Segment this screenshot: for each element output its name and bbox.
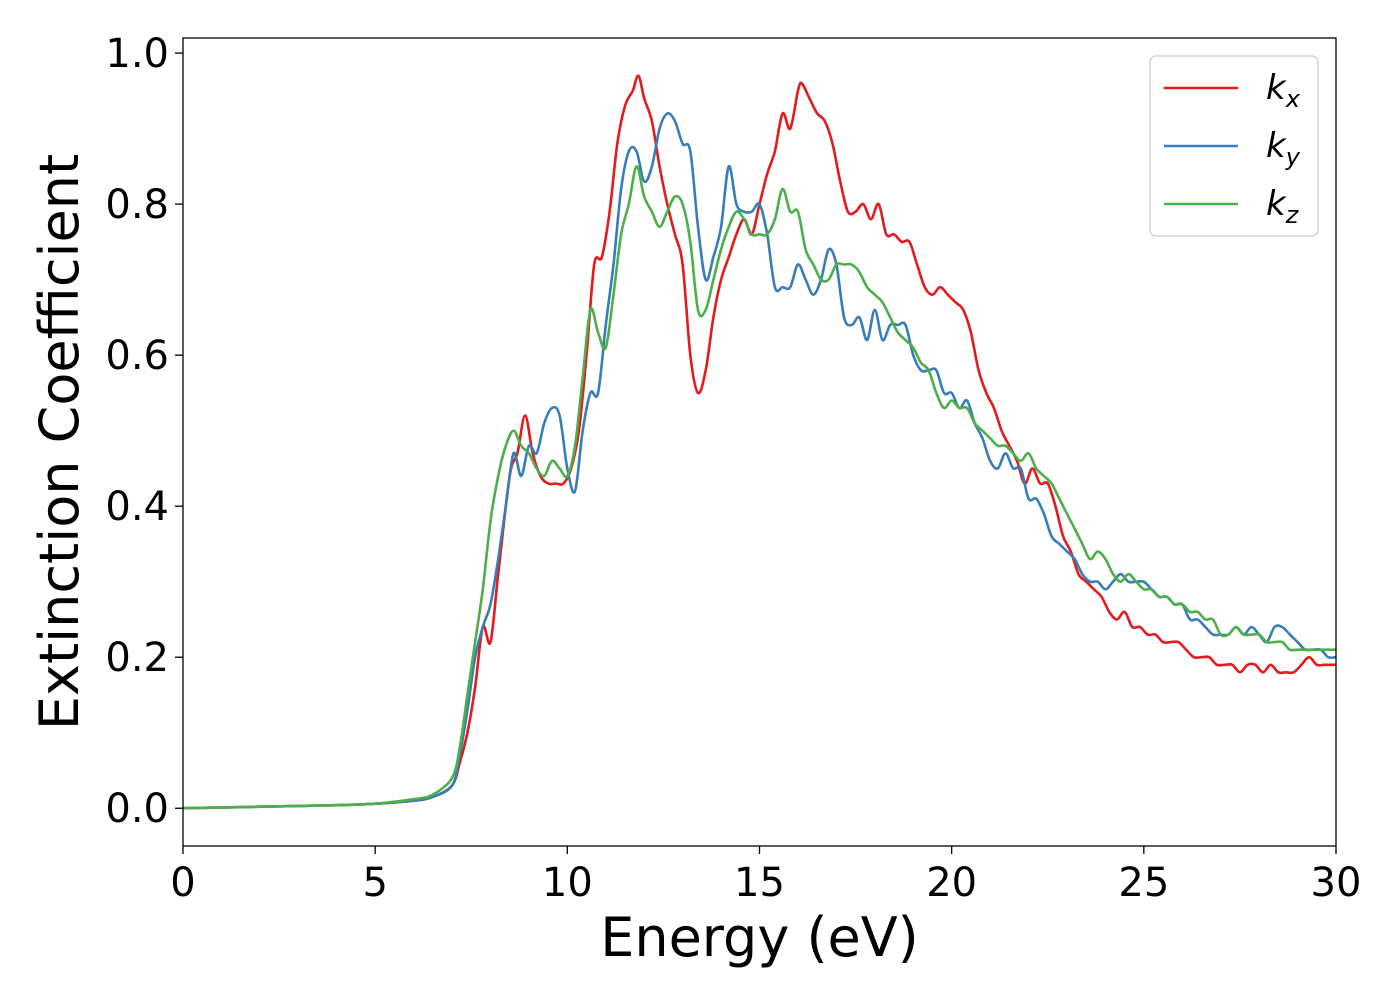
y-tick-label: 0.8 (105, 182, 169, 228)
legend-label-z: kz (1266, 184, 1300, 229)
y-tick-label: 1.0 (105, 31, 169, 77)
x-tick-label: 5 (362, 860, 387, 906)
y-tick-label: 0.4 (105, 484, 169, 530)
y-axis-label: Extinction Coefficient (28, 154, 91, 730)
plot-background (183, 38, 1336, 846)
legend-label-x: kx (1266, 68, 1301, 113)
legend: kx ky kz (1149, 55, 1319, 237)
x-tick-label: 30 (1311, 860, 1362, 906)
x-tick-label: 0 (170, 860, 195, 906)
series-line-x (183, 74, 1336, 810)
y-tick-label: 0.6 (105, 333, 169, 379)
x-tick-label: 20 (926, 860, 977, 906)
y-axis: 0.0 0.2 0.4 0.6 0.8 1.0 (105, 31, 183, 832)
series-layer (183, 74, 1336, 810)
x-tick-label: 25 (1118, 860, 1169, 906)
y-tick-label: 0.2 (105, 635, 169, 681)
x-axis-label: Energy (eV) (600, 906, 919, 969)
x-tick-label: 15 (734, 860, 785, 906)
y-tick-label: 0.0 (105, 786, 169, 832)
series-line-z (183, 165, 1336, 810)
x-axis: 0 5 10 15 20 25 30 (170, 846, 1361, 906)
legend-label-y: ky (1266, 126, 1301, 171)
x-tick-label: 10 (542, 860, 593, 906)
